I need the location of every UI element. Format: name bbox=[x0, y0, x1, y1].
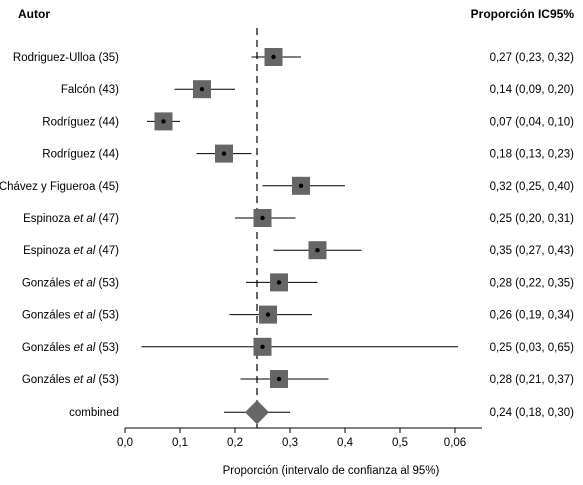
header-author: Autor bbox=[18, 7, 50, 21]
estimate-point bbox=[260, 344, 265, 349]
x-tick-label: 0,1 bbox=[172, 437, 188, 449]
ci-value: 0,07 (0,04, 0,10) bbox=[490, 116, 575, 128]
estimate-point bbox=[199, 87, 205, 92]
x-tick-label: 0,0 bbox=[117, 437, 133, 449]
x-tick-label: 0,4 bbox=[337, 437, 354, 449]
ci-value: 0,35 (0,27, 0,43) bbox=[490, 245, 575, 257]
header-proportion-ci: Proporción IC95% bbox=[471, 7, 575, 21]
ci-value: 0,26 (0,19, 0,34) bbox=[490, 310, 575, 322]
study-label: Gonzáles et al (53) bbox=[22, 310, 119, 322]
ci-value: 0,25 (0,03, 0,65) bbox=[490, 342, 575, 354]
study-label: Rodriguez-Ulloa (35) bbox=[13, 52, 119, 64]
estimate-point bbox=[276, 376, 282, 382]
ci-value: 0,28 (0,22, 0,35) bbox=[490, 277, 575, 289]
study-label: Gonzáles et al (53) bbox=[22, 277, 119, 289]
study-label: Gonzáles et al (53) bbox=[22, 374, 119, 386]
ci-value: 0,18 (0,13, 0,23) bbox=[490, 149, 575, 161]
study-label: Rodríguez (44) bbox=[42, 149, 119, 161]
ci-value: 0,28 (0,21, 0,37) bbox=[490, 374, 575, 386]
study-label: Chávez y Figueroa (45) bbox=[0, 181, 119, 193]
x-tick-label: 0,2 bbox=[227, 437, 243, 449]
combined-ci-value: 0,24 (0,18, 0,30) bbox=[490, 407, 575, 419]
study-label: Espinoza et al (47) bbox=[23, 245, 119, 257]
study-label: Rodríguez (44) bbox=[42, 116, 119, 128]
ci-value: 0,14 (0,09, 0,20) bbox=[490, 84, 575, 96]
combined-label: combined bbox=[69, 407, 119, 419]
ci-value: 0,25 (0,20, 0,31) bbox=[490, 213, 575, 225]
estimate-point bbox=[315, 248, 320, 253]
estimate-point bbox=[260, 215, 265, 221]
study-label: Gonzáles et al (53) bbox=[22, 342, 119, 354]
x-tick-label: 0,3 bbox=[282, 437, 298, 449]
ci-value: 0,32 (0,25, 0,40) bbox=[490, 181, 575, 193]
estimate-point bbox=[221, 151, 227, 156]
estimate-point bbox=[265, 312, 271, 317]
x-axis-label: Proporción (intervalo de confianza al 95… bbox=[223, 465, 440, 477]
x-tick-label: 0,06 bbox=[444, 437, 466, 449]
estimate-point bbox=[276, 280, 282, 285]
estimate-point bbox=[271, 54, 276, 60]
combined-diamond bbox=[245, 400, 269, 425]
estimate-point bbox=[161, 119, 166, 124]
ci-value: 0,27 (0,23, 0,32) bbox=[490, 52, 575, 64]
estimate-point bbox=[298, 183, 304, 188]
x-tick-label: 0,5 bbox=[392, 437, 408, 449]
study-label: Espinoza et al (47) bbox=[23, 213, 119, 225]
study-label: Falcón (43) bbox=[61, 84, 119, 96]
